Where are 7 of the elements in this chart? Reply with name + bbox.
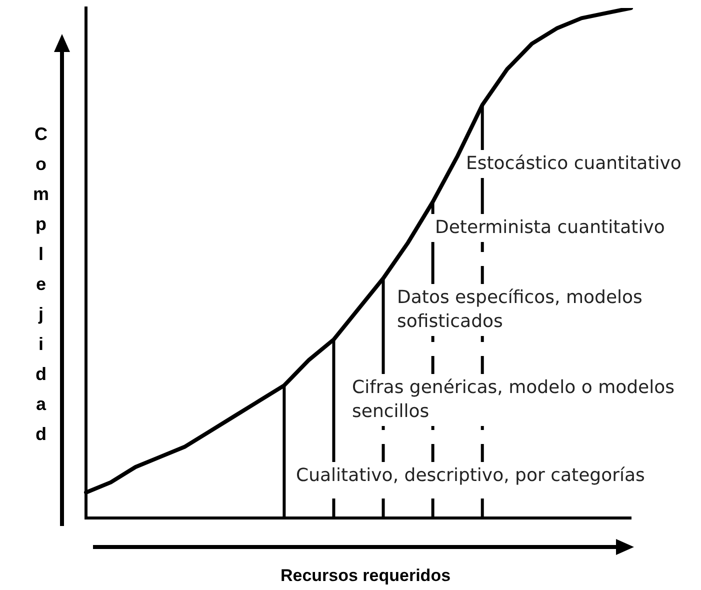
annotation: Cifras genéricas, modelo o modelos sencillos	[352, 376, 676, 424]
annotation: Datos específicos, modelos sofisticados	[397, 286, 644, 334]
annotation: Estocástico cuantitativo	[466, 152, 682, 176]
y-axis-title: Complejidad	[30, 124, 51, 454]
annotation: Cualitativo, descriptivo, por categorías	[296, 464, 645, 488]
x-axis-title: Recursos requeridos	[279, 566, 452, 586]
annotation: Determinista cuantitativo	[435, 216, 665, 240]
